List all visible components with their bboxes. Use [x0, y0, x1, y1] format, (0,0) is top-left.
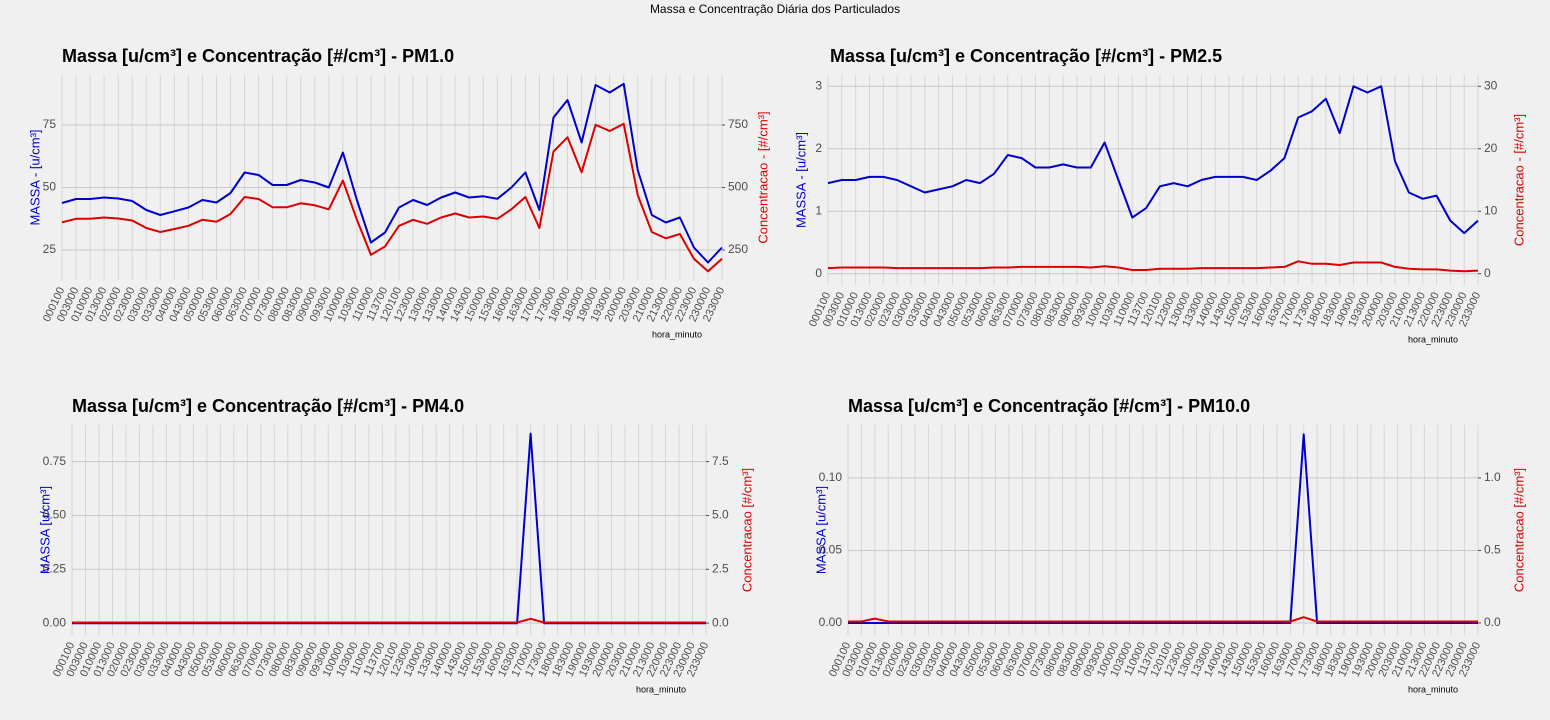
y-tick-label: 25 — [43, 242, 57, 256]
y2-tick-label: 20 — [1484, 141, 1498, 155]
y2-axis-label: Concentracao [#/cm³] — [739, 468, 754, 592]
y2-tick-label: 5.0 — [712, 508, 729, 522]
data-line — [827, 260, 1479, 273]
y2-tick-label: 0.5 — [1484, 543, 1501, 557]
y-tick-label: 0.10 — [819, 470, 843, 484]
y2-tick-label: 0.0 — [712, 615, 729, 629]
y-tick-label: 75 — [43, 117, 57, 131]
y-tick-label: 0.25 — [43, 561, 67, 575]
data-line — [61, 82, 723, 264]
y2-axis-label: Concentracao - [#/cm³] — [755, 111, 770, 243]
chart-title: Massa [u/cm³] e Concentração [#/cm³] - P… — [72, 396, 464, 416]
data-line — [72, 617, 706, 624]
data-line — [61, 122, 723, 273]
x-axis-label: hora_minuto — [1408, 334, 1458, 344]
y2-tick-label: 7.5 — [712, 454, 729, 468]
y-tick-label: 0 — [815, 266, 822, 280]
y-axis-label: MASSA - [u/cm³] — [793, 132, 808, 228]
y2-tick-label: 10 — [1484, 203, 1498, 217]
x-axis-label: hora_minuto — [1408, 684, 1458, 694]
page-title: Massa e Concentração Diária dos Particul… — [650, 2, 900, 16]
data-line — [848, 616, 1478, 623]
y2-tick-label: 0 — [1484, 266, 1491, 280]
y-tick-label: 0.75 — [43, 454, 67, 468]
data-line — [848, 433, 1478, 624]
y-tick-label: 0.00 — [43, 615, 67, 629]
y-tick-label: 50 — [43, 180, 57, 194]
y2-axis-label: Concentracao - [#/cm³] — [1511, 114, 1526, 246]
y-tick-label: 1 — [815, 203, 822, 217]
y-tick-label: 3 — [815, 78, 822, 92]
y-tick-label: 0.50 — [43, 508, 67, 522]
chart-title: Massa [u/cm³] e Concentração [#/cm³] - P… — [62, 46, 454, 66]
chart-title: Massa [u/cm³] e Concentração [#/cm³] - P… — [848, 396, 1250, 416]
x-axis-label: hora_minuto — [636, 684, 686, 694]
y2-tick-label: 500 — [728, 180, 748, 194]
y2-tick-label: 30 — [1484, 78, 1498, 92]
y2-tick-label: 250 — [728, 242, 748, 256]
y2-tick-label: 750 — [728, 117, 748, 131]
y-tick-label: 2 — [815, 141, 822, 155]
y-tick-label: 0.00 — [819, 615, 843, 629]
y-tick-label: 0.05 — [819, 543, 843, 557]
y-axis-label: MASSA [u/cm³] — [37, 486, 52, 574]
y2-tick-label: 2.5 — [712, 561, 729, 575]
y2-axis-label: Concentracao [#/cm³] — [1511, 468, 1526, 592]
data-line — [827, 85, 1479, 235]
x-axis-label: hora_minuto — [652, 329, 702, 339]
y-axis-label: MASSA - [u/cm³] — [27, 129, 42, 225]
y-axis-label: MASSA [u/cm³] — [813, 486, 828, 574]
chart-title: Massa [u/cm³] e Concentração [#/cm³] - P… — [830, 46, 1222, 66]
y2-tick-label: 1.0 — [1484, 470, 1501, 484]
y2-tick-label: 0.0 — [1484, 615, 1501, 629]
